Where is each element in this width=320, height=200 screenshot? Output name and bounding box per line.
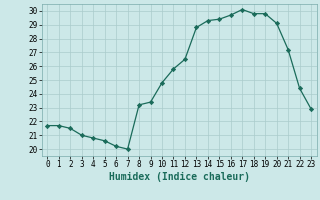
X-axis label: Humidex (Indice chaleur): Humidex (Indice chaleur)	[109, 172, 250, 182]
